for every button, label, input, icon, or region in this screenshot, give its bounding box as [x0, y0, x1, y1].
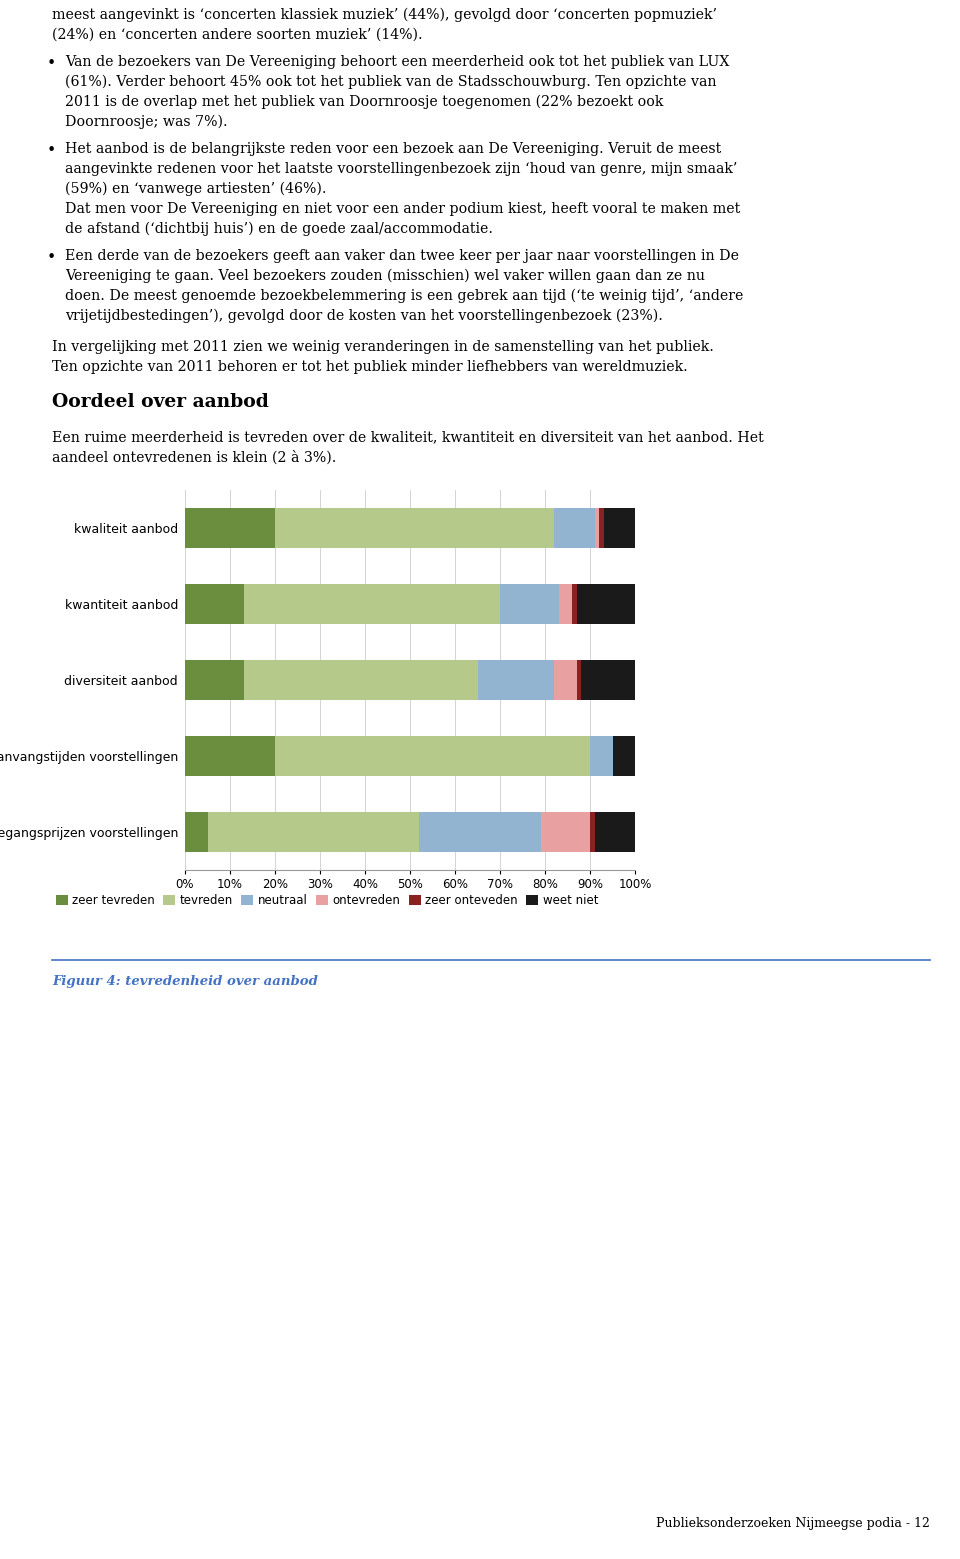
Text: In vergelijking met 2011 zien we weinig veranderingen in de samenstelling van he: In vergelijking met 2011 zien we weinig …: [52, 340, 714, 354]
Bar: [244, 585, 500, 624]
Bar: [540, 812, 590, 851]
Bar: [590, 812, 594, 851]
Text: aangevinkte redenen voor het laatste voorstellingenbezoek zijn ‘houd van genre, : aangevinkte redenen voor het laatste voo…: [65, 162, 737, 176]
Text: (59%) en ‘vanwege artiesten’ (46%).: (59%) en ‘vanwege artiesten’ (46%).: [65, 182, 326, 196]
Bar: [612, 736, 635, 776]
Bar: [419, 812, 540, 851]
Bar: [604, 508, 635, 547]
Bar: [185, 812, 207, 851]
Text: Ten opzichte van 2011 behoren er tot het publiek minder liefhebbers van wereldmu: Ten opzichte van 2011 behoren er tot het…: [52, 360, 687, 374]
Text: vrijetijdbestedingen’), gevolgd door de kosten van het voorstellingenbezoek (23%: vrijetijdbestedingen’), gevolgd door de …: [65, 309, 662, 323]
Bar: [581, 661, 635, 700]
Text: •: •: [47, 142, 57, 159]
Text: Van de bezoekers van De Vereeniging behoort een meerderheid ook tot het publiek : Van de bezoekers van De Vereeniging beho…: [65, 55, 730, 69]
Text: meest aangevinkt is ‘concerten klassiek muziek’ (44%), gevolgd door ‘concerten p: meest aangevinkt is ‘concerten klassiek …: [52, 8, 717, 22]
Text: de afstand (‘dichtbij huis’) en de goede zaal/accommodatie.: de afstand (‘dichtbij huis’) en de goede…: [65, 221, 493, 237]
Bar: [554, 508, 594, 547]
Text: Publieksonderzoeken Nijmeegse podia - 12: Publieksonderzoeken Nijmeegse podia - 12: [656, 1517, 930, 1529]
Text: Vereeniging te gaan. Veel bezoekers zouden (misschien) wel vaker willen gaan dan: Vereeniging te gaan. Veel bezoekers zoud…: [65, 270, 705, 284]
Bar: [185, 508, 275, 547]
Bar: [207, 812, 419, 851]
Text: Dat men voor De Vereeniging en niet voor een ander podium kiest, heeft vooral te: Dat men voor De Vereeniging en niet voor…: [65, 203, 740, 217]
Bar: [477, 661, 554, 700]
Text: Doornroosje; was 7%).: Doornroosje; was 7%).: [65, 115, 228, 129]
Text: Het aanbod is de belangrijkste reden voor een bezoek aan De Vereeniging. Veruit : Het aanbod is de belangrijkste reden voo…: [65, 142, 721, 156]
Text: Een ruime meerderheid is tevreden over de kwaliteit, kwantiteit en diversiteit v: Een ruime meerderheid is tevreden over d…: [52, 430, 764, 444]
Bar: [185, 661, 244, 700]
Bar: [594, 812, 635, 851]
Text: •: •: [47, 55, 57, 72]
Bar: [590, 736, 612, 776]
Text: Een derde van de bezoekers geeft aan vaker dan twee keer per jaar naar voorstell: Een derde van de bezoekers geeft aan vak…: [65, 249, 739, 263]
Bar: [577, 661, 581, 700]
Bar: [554, 661, 577, 700]
Text: (24%) en ‘concerten andere soorten muziek’ (14%).: (24%) en ‘concerten andere soorten muzie…: [52, 28, 422, 42]
Text: Oordeel over aanbod: Oordeel over aanbod: [52, 393, 269, 412]
Text: (61%). Verder behoort 45% ook tot het publiek van de Stadsschouwburg. Ten opzich: (61%). Verder behoort 45% ook tot het pu…: [65, 75, 716, 89]
Bar: [185, 736, 275, 776]
Bar: [244, 661, 477, 700]
Text: •: •: [47, 249, 57, 267]
Text: doen. De meest genoemde bezoekbelemmering is een gebrek aan tijd (‘te weinig tij: doen. De meest genoemde bezoekbelemmerin…: [65, 288, 743, 304]
Text: 2011 is de overlap met het publiek van Doornroosje toegenomen (22% bezoekt ook: 2011 is de overlap met het publiek van D…: [65, 95, 663, 109]
Bar: [275, 508, 554, 547]
Bar: [599, 508, 604, 547]
Bar: [185, 585, 244, 624]
Bar: [572, 585, 577, 624]
Text: Figuur 4: tevredenheid over aanbod: Figuur 4: tevredenheid over aanbod: [52, 974, 318, 988]
Text: aandeel ontevredenen is klein (2 à 3%).: aandeel ontevredenen is klein (2 à 3%).: [52, 451, 336, 465]
Bar: [594, 508, 599, 547]
Bar: [577, 585, 635, 624]
Bar: [559, 585, 572, 624]
Bar: [500, 585, 559, 624]
Bar: [275, 736, 590, 776]
Legend: zeer tevreden, tevreden, neutraal, ontevreden, zeer onteveden, weet niet: zeer tevreden, tevreden, neutraal, ontev…: [56, 893, 598, 907]
